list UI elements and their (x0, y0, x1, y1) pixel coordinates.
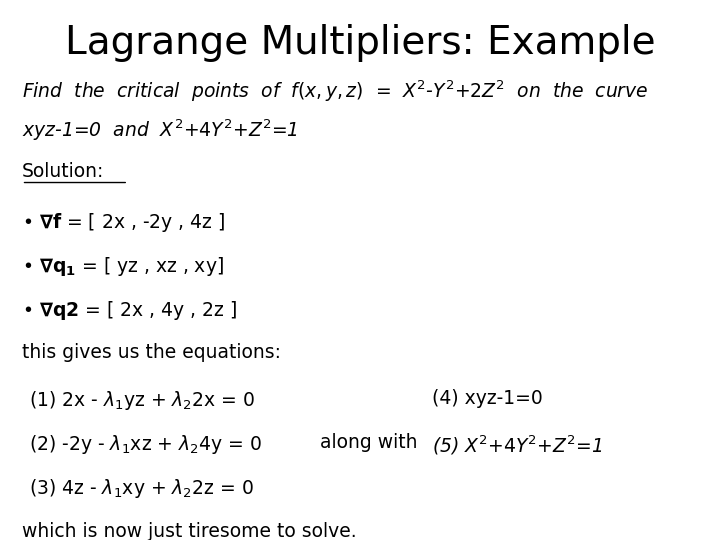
Text: Lagrange Multipliers: Example: Lagrange Multipliers: Example (65, 24, 655, 62)
Text: Solution:: Solution: (22, 162, 104, 181)
Text: • $\mathbf{\nabla q_1}$ = [ yz , xz , xy]: • $\mathbf{\nabla q_1}$ = [ yz , xz , xy… (22, 255, 223, 278)
Text: which is now just tiresome to solve.: which is now just tiresome to solve. (22, 522, 356, 540)
Text: (1) 2x - $\lambda_1$yz + $\lambda_2$2x = 0: (1) 2x - $\lambda_1$yz + $\lambda_2$2x =… (29, 389, 255, 412)
Text: (3) 4z - $\lambda_1$xy + $\lambda_2$2z = 0: (3) 4z - $\lambda_1$xy + $\lambda_2$2z =… (29, 477, 253, 501)
Text: • $\mathbf{\nabla q2}$ = [ 2x , 4y , 2z ]: • $\mathbf{\nabla q2}$ = [ 2x , 4y , 2z … (22, 299, 236, 322)
Text: Find  the  critical  points  of  $f(x, y, z)$  =  $X^2$-$Y^2$+$2Z^2$  on  the  c: Find the critical points of $f(x, y, z)$… (22, 78, 648, 104)
Text: • $\mathbf{\nabla f}$ = [ 2x , -2y , 4z ]: • $\mathbf{\nabla f}$ = [ 2x , -2y , 4z … (22, 211, 225, 234)
Text: (2) -2y - $\lambda_1$xz + $\lambda_2$4y = 0: (2) -2y - $\lambda_1$xz + $\lambda_2$4y … (29, 433, 261, 456)
Text: this gives us the equations:: this gives us the equations: (22, 343, 281, 362)
Text: (5) $X^2$+$4Y^2$+$Z^2$=1: (5) $X^2$+$4Y^2$+$Z^2$=1 (432, 433, 603, 457)
Text: $xyz$-1=0  and  $X^2$+$4Y^2$+$Z^2$=1: $xyz$-1=0 and $X^2$+$4Y^2$+$Z^2$=1 (22, 117, 297, 143)
Text: (4) xyz-1=0: (4) xyz-1=0 (432, 389, 543, 408)
Text: along with: along with (320, 433, 418, 452)
